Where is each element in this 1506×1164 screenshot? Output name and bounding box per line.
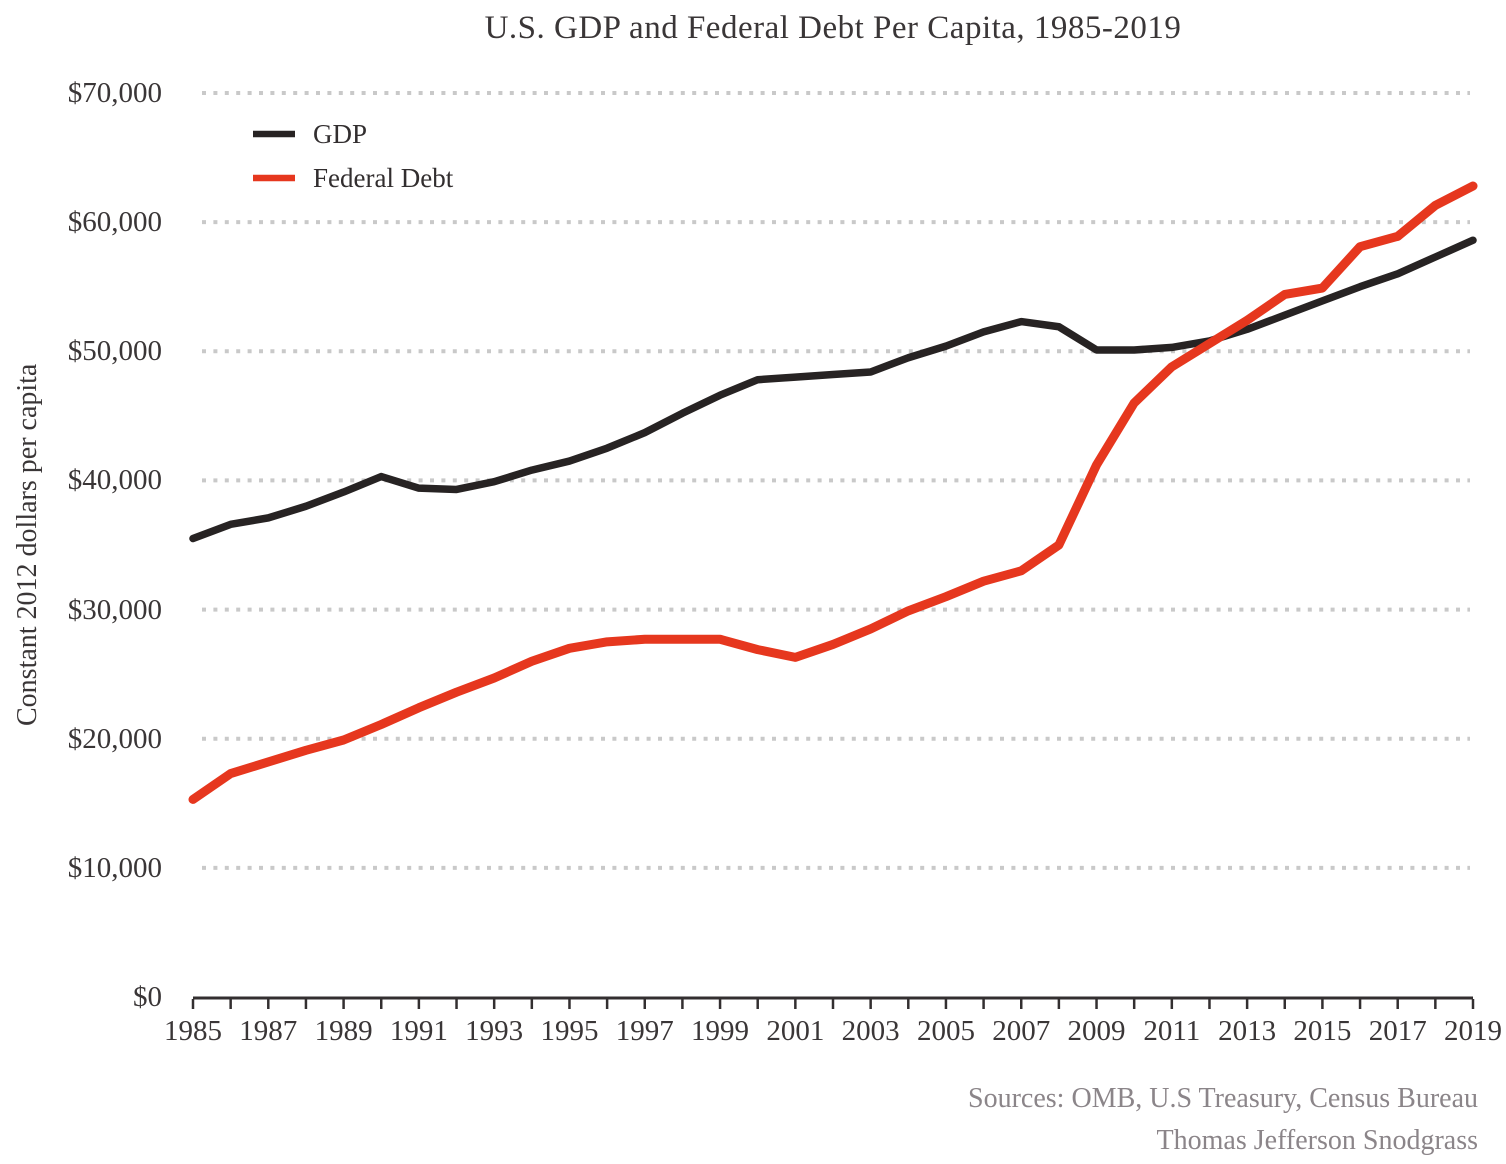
legend-label-gdp: GDP [313,119,368,149]
x-tick-label: 1985 [164,1015,222,1047]
x-tick-label: 1999 [691,1015,750,1047]
y-tick-label: $0 [133,981,162,1013]
x-tick-label: 1997 [615,1015,674,1047]
sources-line: Sources: OMB, U.S Treasury, Census Burea… [968,1083,1478,1114]
x-tick-label: 2001 [766,1015,825,1047]
sources: Sources: OMB, U.S Treasury, Census Burea… [968,1078,1478,1162]
y-tick-label: $20,000 [67,722,162,755]
x-tick-label: 2009 [1067,1015,1126,1047]
x-tick-label: 1987 [239,1015,298,1047]
x-tick-label: 1991 [389,1015,448,1047]
x-tick-label: 1993 [465,1015,524,1047]
y-tick-label: $30,000 [67,593,162,626]
x-tick-label: 2003 [841,1015,900,1047]
y-tick-label: $10,000 [67,851,162,884]
x-tick-label: 2019 [1444,1015,1502,1047]
x-tick-label: 2015 [1293,1015,1352,1047]
x-tick-label: 1989 [314,1015,373,1047]
y-tick-label: $40,000 [67,464,162,497]
x-tick-label: 1995 [540,1015,599,1047]
chart-title: U.S. GDP and Federal Debt Per Capita, 19… [484,10,1182,46]
x-tick-label: 2017 [1368,1015,1427,1047]
series-line-federal-debt [188,181,1478,804]
y-tick-label: $50,000 [67,335,162,368]
x-tick-label: 2013 [1218,1015,1277,1047]
x-tick-label: 2007 [992,1015,1051,1047]
credit-line: Thomas Jefferson Snodgrass [1156,1125,1478,1156]
y-tick-label: $60,000 [67,206,162,239]
series-line-gdp [189,236,1477,543]
x-tick-label: 2011 [1143,1015,1201,1047]
legend-label-federal-debt: Federal Debt [313,163,454,193]
x-tick-label: 2005 [916,1015,975,1047]
y-tick-label: $70,000 [67,77,162,109]
